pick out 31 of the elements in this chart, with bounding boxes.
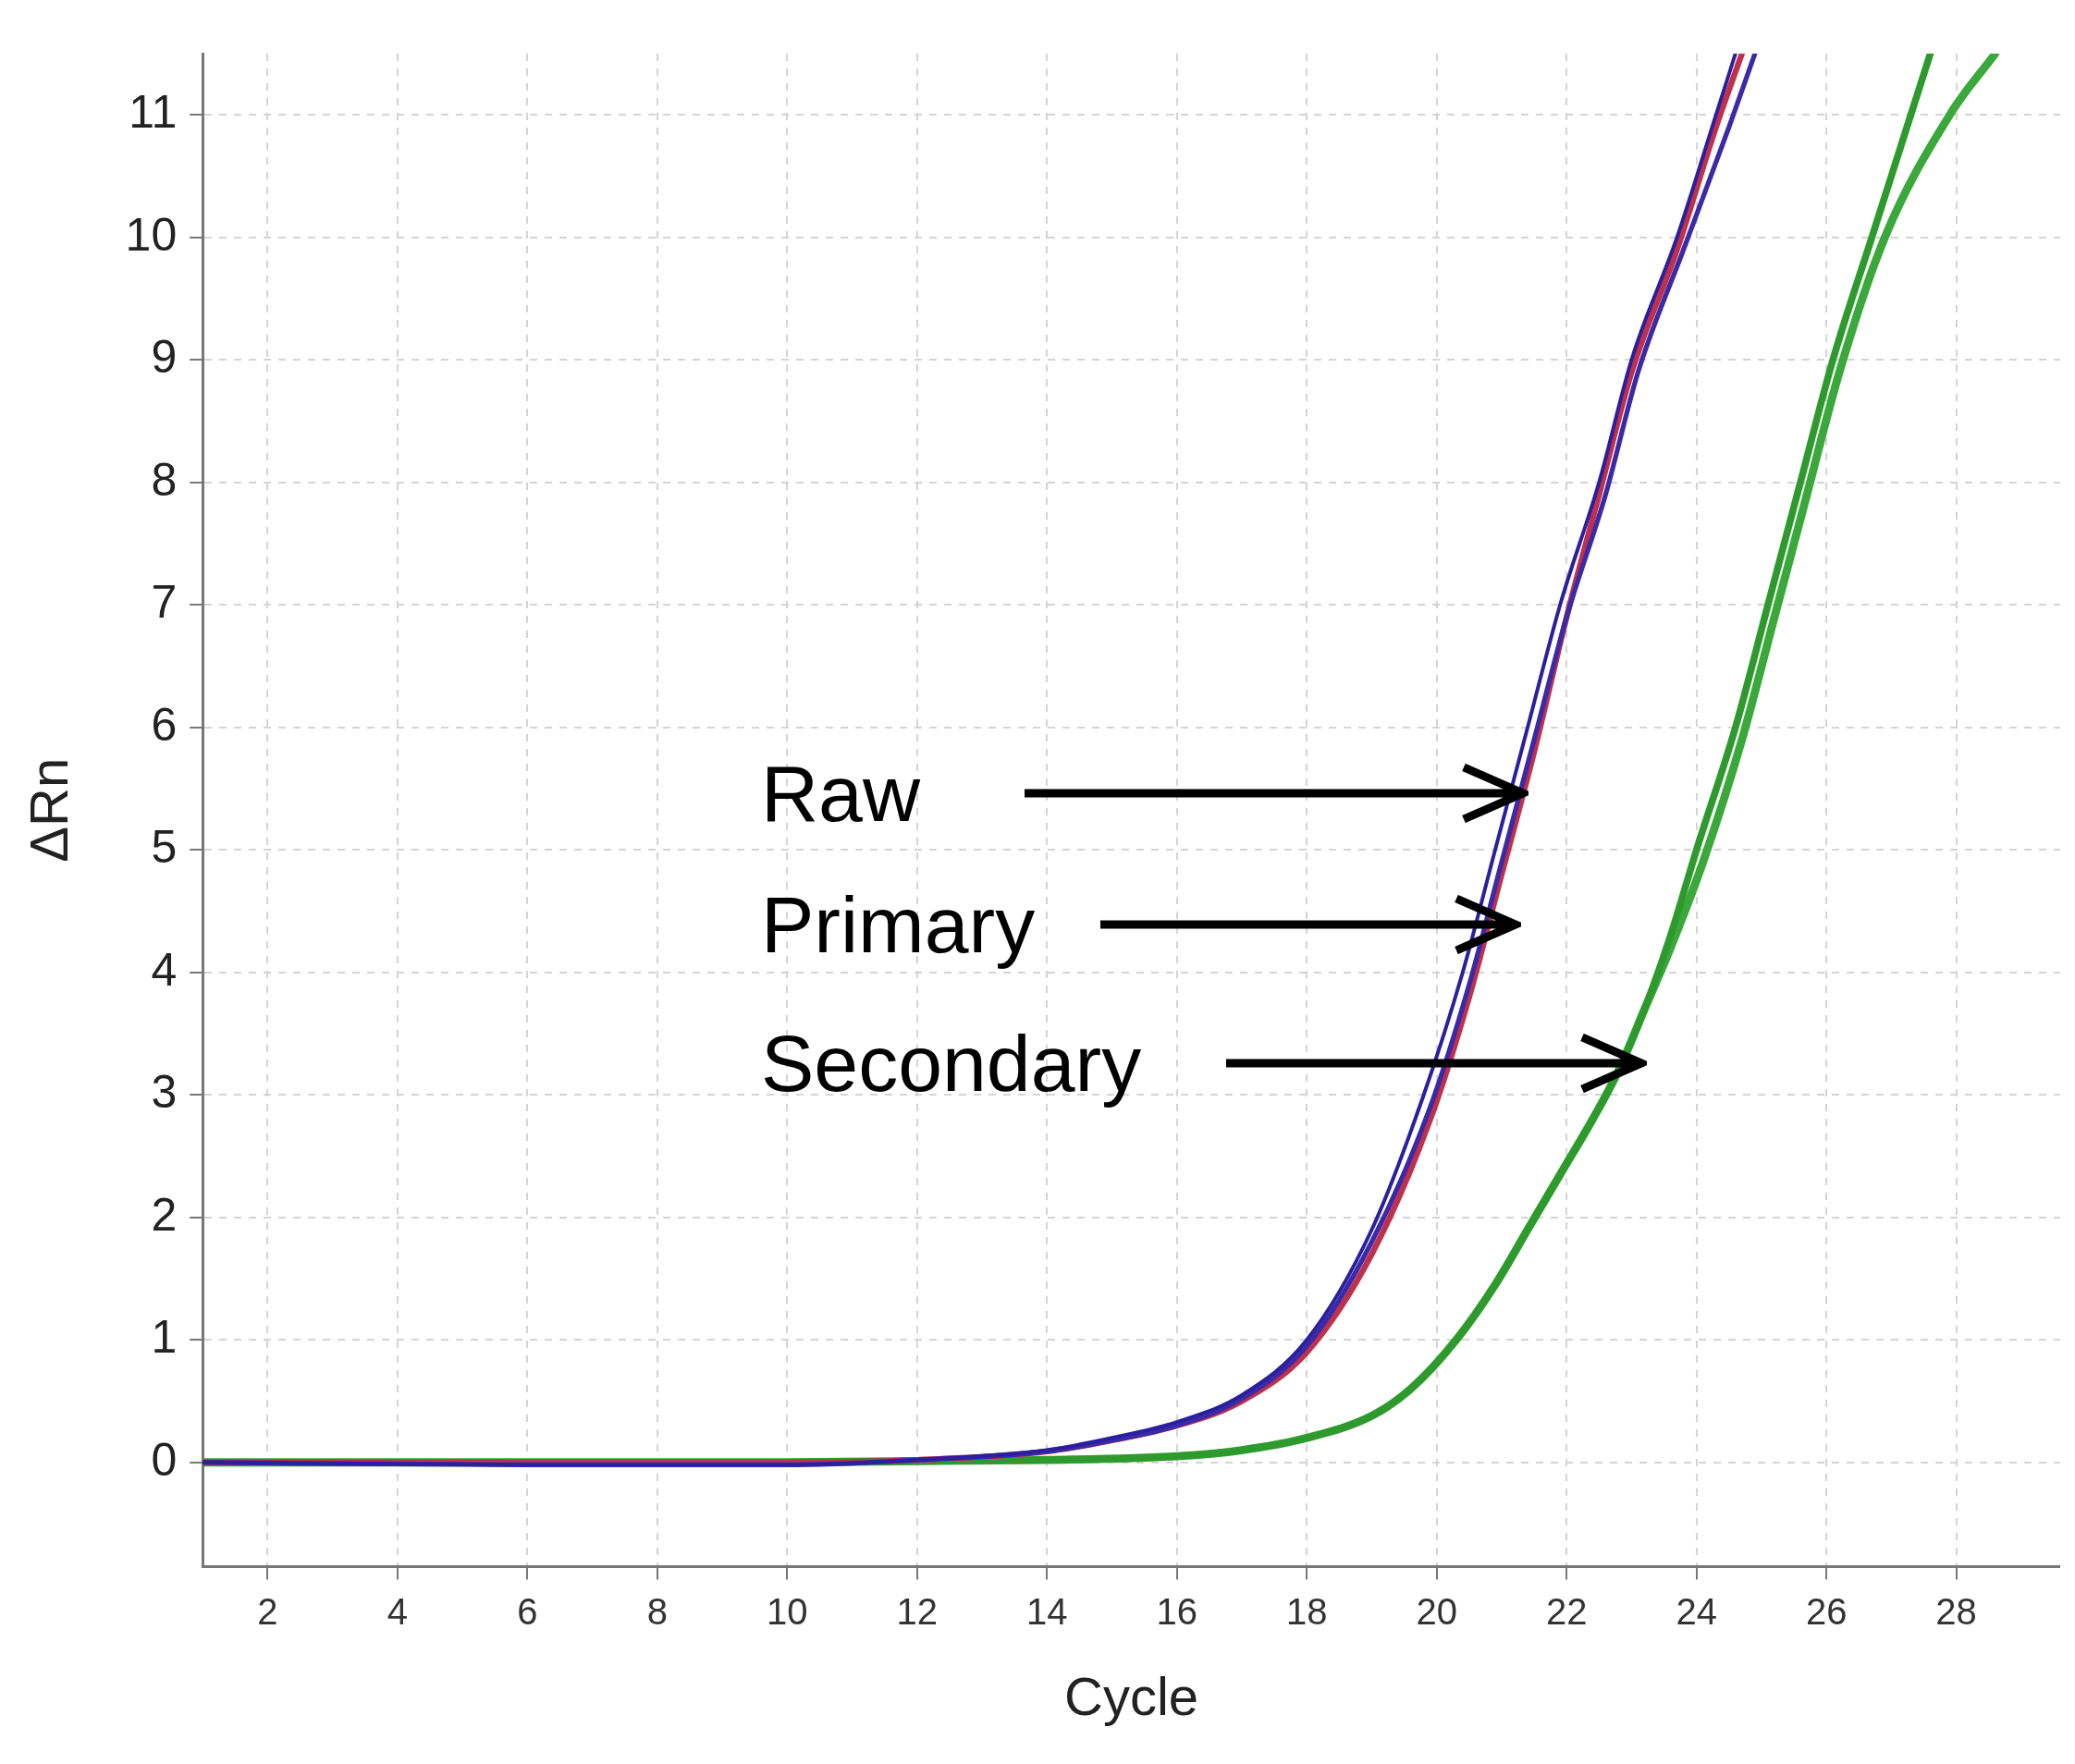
x-axis-title: Cycle bbox=[1064, 1666, 1199, 1727]
y-tick-label: 11 bbox=[129, 86, 178, 139]
y-tick-label: 10 bbox=[125, 208, 178, 261]
annotation: Raw bbox=[761, 748, 921, 839]
x-tick-label: 12 bbox=[896, 1591, 939, 1633]
x-tick-label: 24 bbox=[1676, 1591, 1717, 1633]
x-tick-label: 8 bbox=[646, 1591, 668, 1633]
annotation: Primary bbox=[761, 879, 1036, 971]
x-tick-label: 10 bbox=[767, 1591, 808, 1633]
x-tick-label: 2 bbox=[257, 1591, 278, 1633]
y-tick-label: 5 bbox=[151, 821, 178, 874]
y-tick-label: 4 bbox=[151, 943, 178, 996]
x-tick-label: 18 bbox=[1286, 1591, 1328, 1633]
y-tick-label: 3 bbox=[151, 1066, 178, 1119]
x-tick-label: 20 bbox=[1416, 1591, 1457, 1633]
y-axis-title: ΔRn bbox=[18, 757, 79, 863]
x-tick-label: 22 bbox=[1545, 1591, 1588, 1633]
x-tick-label: 14 bbox=[1026, 1591, 1068, 1633]
y-tick-label: 1 bbox=[151, 1311, 178, 1364]
x-tick-label: 4 bbox=[387, 1591, 409, 1633]
y-tick-label: 0 bbox=[151, 1433, 178, 1486]
y-tick-label: 9 bbox=[151, 331, 178, 384]
y-tick-label: 8 bbox=[151, 453, 178, 506]
y-tick-label: 6 bbox=[151, 698, 178, 751]
x-tick-label: 26 bbox=[1805, 1591, 1848, 1633]
x-tick-label: 28 bbox=[1935, 1591, 1977, 1633]
y-tick-label: 7 bbox=[151, 576, 178, 629]
x-tick-label: 16 bbox=[1156, 1591, 1198, 1633]
x-tick-label: 6 bbox=[517, 1591, 538, 1633]
annotation: Secondary bbox=[761, 1018, 1142, 1109]
y-tick-label: 2 bbox=[151, 1188, 178, 1241]
